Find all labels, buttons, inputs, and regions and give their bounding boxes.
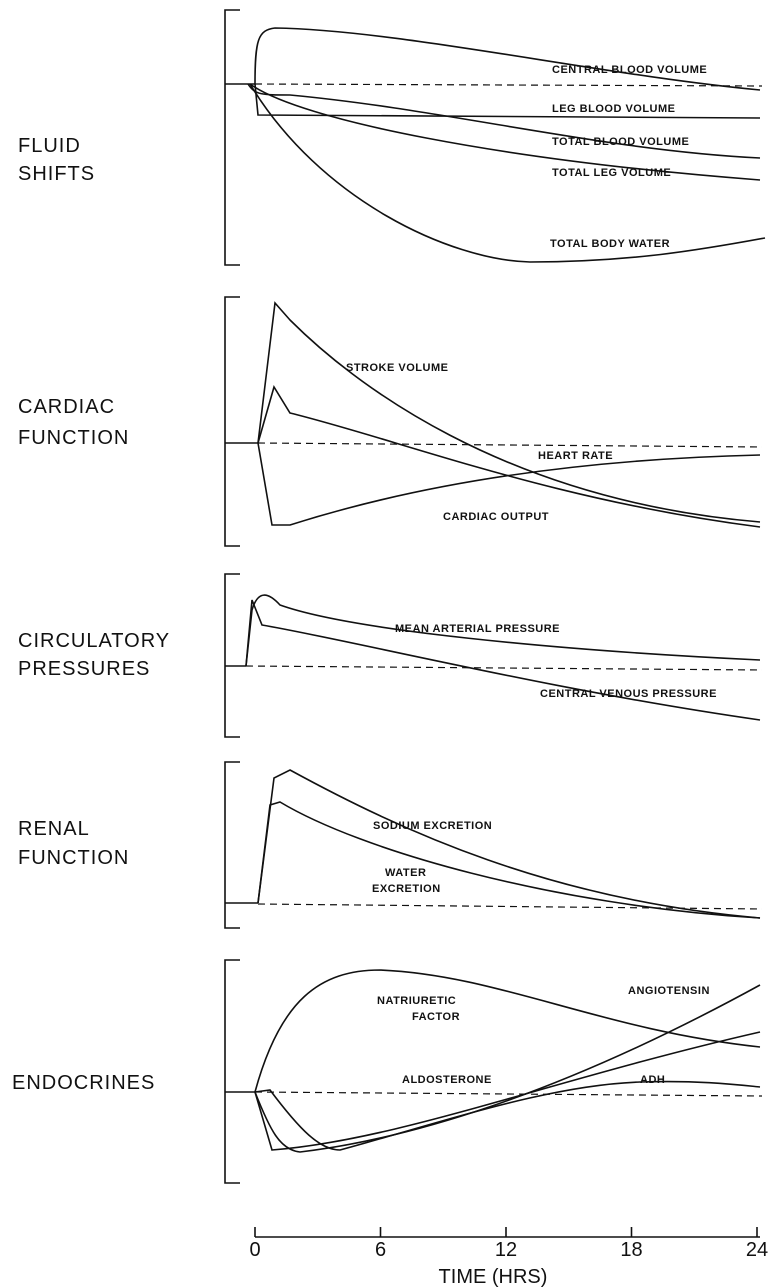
x-tick-label: 18 (620, 1239, 642, 1261)
curve-label: CENTRAL VENOUS PRESSURE (540, 688, 717, 700)
curve (254, 27, 761, 91)
curve-label: SODIUM EXCRETION (373, 820, 492, 832)
x-tick-label: 6 (375, 1239, 386, 1261)
panel-label: FUNCTION (18, 847, 129, 869)
curve-label: TOTAL LEG VOLUME (552, 167, 671, 179)
panel-label: ENDOCRINES (12, 1072, 155, 1094)
curve (257, 301, 761, 523)
curve-label: MEAN ARTERIAL PRESSURE (395, 623, 560, 635)
x-axis-label: TIME (HRS) (439, 1266, 548, 1287)
x-tick-label: 0 (249, 1239, 260, 1261)
curve-label: TOTAL BODY WATER (550, 238, 670, 250)
baseline-dashed (254, 83, 763, 87)
bracket (224, 296, 240, 547)
curve-label: TOTAL BLOOD VOLUME (552, 136, 689, 148)
curve (257, 442, 761, 526)
curve (249, 83, 761, 181)
curve (245, 599, 761, 721)
panel-fluid-shifts: FLUID SHIFTS CENTRAL BLOOD VOLUME LEG BL… (18, 9, 766, 266)
bracket (224, 959, 240, 1184)
curve (257, 385, 761, 528)
curve (257, 801, 761, 919)
panel-cardiac: CARDIAC FUNCTION STROKE VOLUME HEART RAT… (18, 296, 763, 547)
curve-label: FACTOR (412, 1011, 460, 1023)
curve-label: STROKE VOLUME (346, 362, 448, 374)
baseline-dashed (257, 442, 763, 448)
panel-label: RENAL (18, 818, 90, 840)
curve (254, 969, 761, 1093)
x-tick-label: 12 (495, 1239, 517, 1261)
curve-label: HEART RATE (538, 450, 613, 462)
x-tick-label: 24 (746, 1239, 768, 1261)
panel-label: FUNCTION (18, 427, 129, 449)
bracket (224, 761, 240, 929)
curve (245, 594, 761, 667)
panel-pressures: CIRCULATORY PRESSURES MEAN ARTERIAL PRES… (18, 573, 763, 738)
panel-renal: RENAL FUNCTION SODIUM EXCRETION WATER EX… (18, 761, 763, 929)
curve-label: ADH (640, 1074, 665, 1086)
curve-label: EXCRETION (372, 883, 441, 895)
panel-label: CARDIAC (18, 396, 115, 418)
panel-label: CIRCULATORY (18, 630, 170, 652)
baseline-dashed (257, 903, 763, 910)
curve (254, 1031, 761, 1151)
curve-label: ALDOSTERONE (402, 1074, 492, 1086)
curve (254, 1080, 761, 1151)
curve (247, 83, 761, 159)
baseline-dashed (245, 665, 763, 671)
panel-label: PRESSURES (18, 658, 150, 680)
curve-label: LEG BLOOD VOLUME (552, 103, 676, 115)
curve (249, 83, 766, 263)
curve-label: CENTRAL BLOOD VOLUME (552, 64, 707, 76)
curve (254, 83, 761, 119)
curve-label: CARDIAC OUTPUT (443, 511, 549, 523)
curve-label: NATRIURETIC (377, 995, 456, 1007)
bracket (224, 573, 240, 738)
panel-label: FLUID (18, 135, 81, 157)
curve-label: ANGIOTENSIN (628, 985, 710, 997)
curve (257, 769, 761, 919)
baseline-dashed (254, 1091, 763, 1097)
bracket (224, 9, 240, 266)
curve-label: WATER (385, 867, 426, 879)
panel-endocrines: ENDOCRINES NATRIURETIC FACTOR ANGIOTENSI… (12, 959, 763, 1184)
curve (254, 984, 761, 1153)
panel-label: SHIFTS (18, 163, 95, 185)
